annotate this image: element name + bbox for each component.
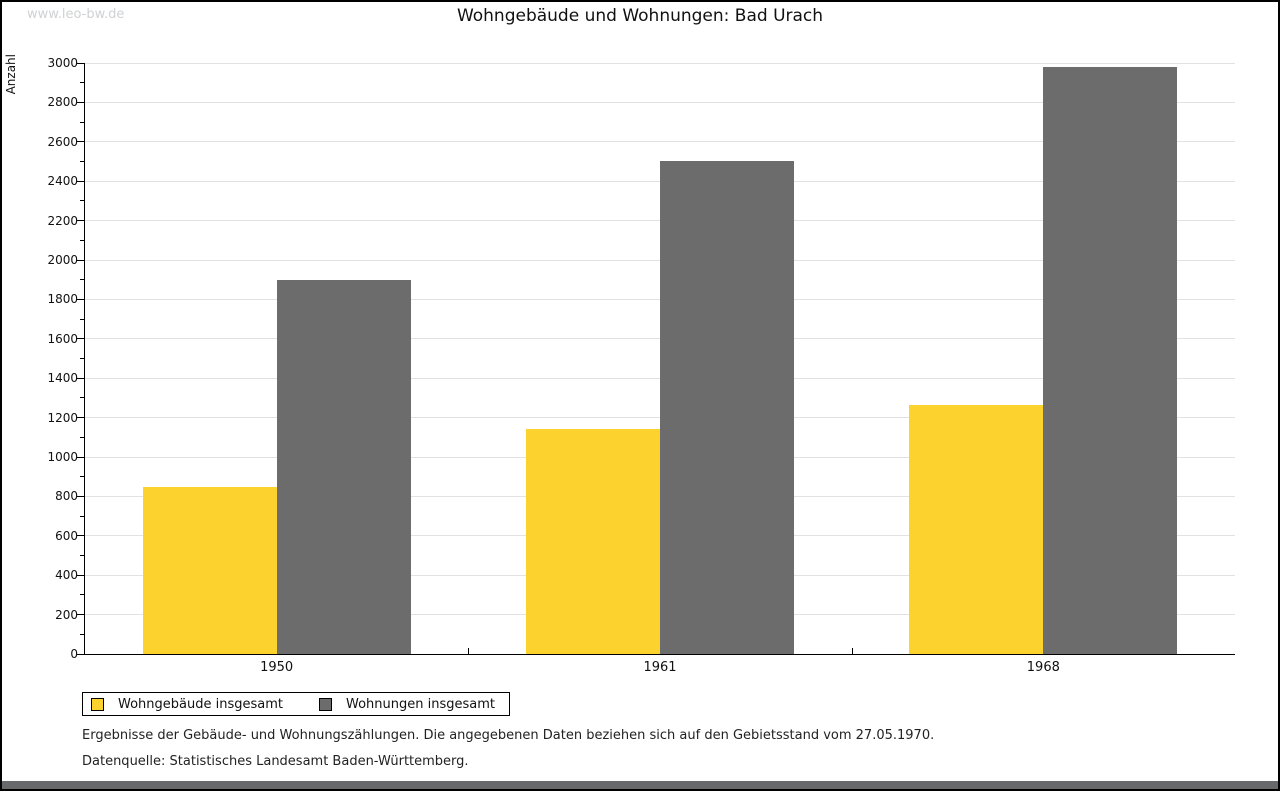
y-major-tick-0 [77, 653, 84, 655]
y-minor-tick-2500 [80, 161, 84, 162]
y-minor-tick-700 [80, 515, 84, 517]
y-tick-label-2800: 2800 [47, 95, 78, 110]
y-major-tick-1600 [77, 338, 84, 340]
y-minor-tick-2100 [80, 239, 84, 241]
footer-note: Ergebnisse der Gebäude- und Wohnungszähl… [82, 728, 935, 743]
x-boundary-tick-2 [851, 648, 853, 654]
y-tick-label-1200: 1200 [47, 410, 78, 425]
y-tick-label-2200: 2200 [47, 213, 78, 228]
y-major-tick-400 [77, 574, 84, 576]
legend-swatch-gray [319, 697, 332, 711]
gridline-3000 [85, 62, 1235, 64]
bar-1968-wohngebaeude [909, 404, 1044, 654]
plot-area: 1950 1961 1968 [77, 62, 1235, 675]
y-minor-tick-1700 [80, 318, 84, 320]
y-major-tick-2000 [77, 259, 84, 261]
y-major-tick-1200 [77, 417, 84, 419]
legend-item-wohnungen: Wohnungen insgesamt [319, 697, 495, 712]
legend: Wohngebäude insgesamt Wohnungen insgesamt [82, 692, 510, 716]
gridline-2600 [85, 141, 1235, 143]
x-category-label-1961: 1961 [643, 660, 677, 675]
x-category-label-1968: 1968 [1026, 660, 1060, 675]
y-major-tick-2600 [77, 141, 84, 143]
y-tick-label-800: 800 [55, 489, 78, 504]
y-major-tick-2400 [77, 180, 84, 182]
gridline-2800 [85, 101, 1235, 103]
y-tick-label-1000: 1000 [47, 450, 78, 464]
y-minor-tick-500 [80, 555, 84, 556]
y-tick-label-200: 200 [55, 607, 78, 622]
y-tick-label-600: 600 [55, 528, 78, 543]
y-tick-label-0: 0 [70, 647, 78, 661]
y-minor-tick-2700 [80, 121, 84, 123]
y-major-tick-3000 [77, 62, 84, 64]
legend-item-wohngebaeude: Wohngebäude insgesamt [91, 697, 283, 712]
y-major-tick-1800 [77, 298, 84, 300]
bar-1950-wohnungen [276, 279, 411, 654]
y-major-tick-2800 [77, 101, 84, 103]
y-tick-label-2400: 2400 [47, 174, 78, 189]
legend-label: Wohnungen insgesamt [346, 696, 495, 712]
y-axis-tick-labels: 0 200 400 600 800 1000 1200 1400 1600 1800 2000 220… [2, 56, 78, 661]
bar-1961-wohnungen [660, 160, 795, 654]
y-tick-label-2000: 2000 [47, 253, 78, 267]
y-minor-tick-1100 [80, 436, 84, 438]
legend-label: Wohngebäude insgesamt [118, 696, 283, 712]
bottom-strip [2, 781, 1278, 789]
legend-swatch-yellow [91, 697, 104, 711]
y-minor-tick-1900 [80, 279, 84, 281]
y-tick-label-1400: 1400 [47, 371, 78, 386]
y-tick-label-400: 400 [55, 568, 78, 583]
bar-1961-wohngebaeude [525, 429, 660, 654]
y-major-tick-800 [77, 495, 84, 497]
y-minor-tick-900 [80, 476, 84, 478]
y-tick-label-1800: 1800 [47, 292, 78, 307]
y-major-tick-1000 [77, 456, 84, 458]
y-tick-label-1600: 1600 [47, 331, 78, 346]
y-minor-tick-2900 [80, 82, 84, 84]
bar-1968-wohnungen [1043, 66, 1178, 654]
y-tick-label-3000: 3000 [47, 56, 78, 70]
y-minor-tick-1500 [80, 358, 84, 359]
y-minor-tick-300 [80, 594, 84, 596]
y-major-tick-2200 [77, 220, 84, 222]
y-minor-tick-1300 [80, 397, 84, 399]
footer-source: Datenquelle: Statistisches Landesamt Bad… [82, 754, 469, 769]
y-major-tick-200 [77, 614, 84, 616]
y-minor-tick-2300 [80, 200, 84, 202]
y-major-tick-600 [77, 535, 84, 537]
watermark: www.leo-bw.de [27, 7, 125, 22]
y-tick-label-2600: 2600 [47, 134, 78, 149]
y-major-tick-1400 [77, 377, 84, 379]
bar-1950-wohngebaeude [142, 486, 277, 654]
x-boundary-tick-1 [468, 648, 470, 654]
y-minor-tick-100 [80, 633, 84, 635]
chart-title: Wohngebäude und Wohnungen: Bad Urach [456, 6, 824, 26]
x-category-label-1950: 1950 [260, 660, 294, 675]
